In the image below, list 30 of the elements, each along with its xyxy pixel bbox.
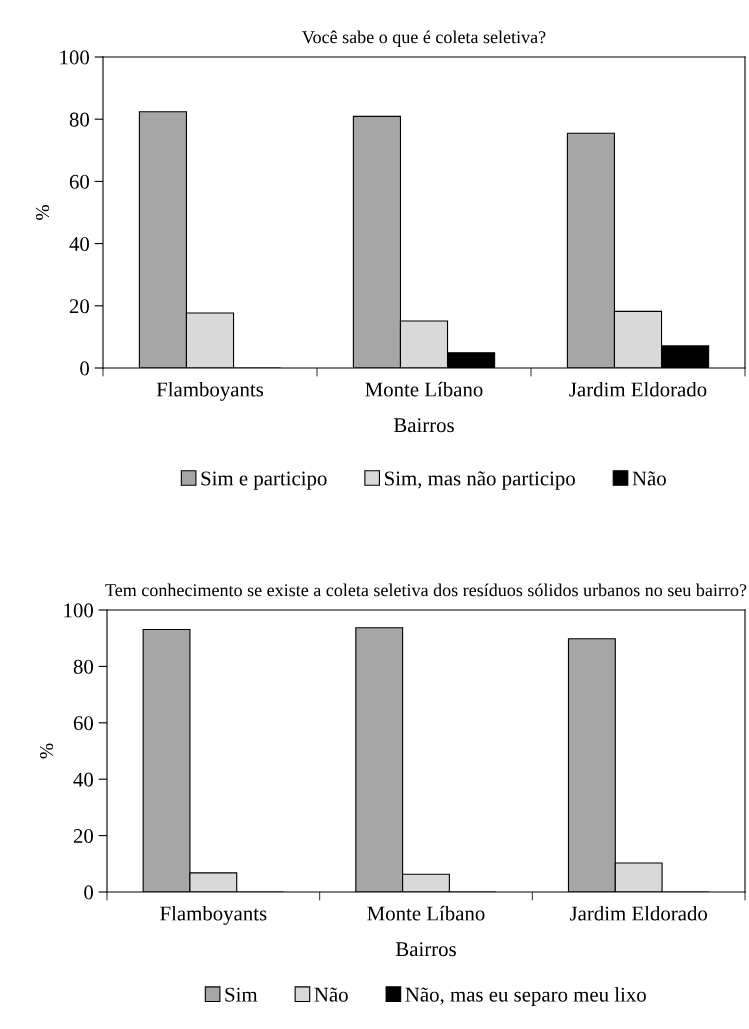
y-tick-label: 80 xyxy=(69,112,90,127)
chart-title: Você sabe o que é coleta seletiva? xyxy=(302,30,546,47)
x-tick-label: Flamboyants xyxy=(156,381,264,401)
y-axis-title: % xyxy=(35,205,50,220)
x-tick-label: Flamboyants xyxy=(160,905,267,925)
legend-label: Não xyxy=(632,471,666,486)
legend-label: Não xyxy=(314,987,348,1002)
y-tick-label: 80 xyxy=(73,659,94,674)
chart-title: Tem conhecimento se existe a coleta seletiva dos resíduos sólidos urbanos no seu bairro? xyxy=(105,583,747,597)
legend-label: Sim, mas não participo xyxy=(385,471,575,490)
y-tick-label: 60 xyxy=(69,174,90,189)
legend-label: Sim e participo xyxy=(201,471,327,490)
y-tick-label: 60 xyxy=(73,716,94,731)
x-tick-label: Jardim Eldorado xyxy=(569,381,707,397)
y-tick-label: 20 xyxy=(73,828,94,844)
x-tick-label: Monte Líbano xyxy=(367,905,485,921)
y-tick-label: 20 xyxy=(69,299,90,314)
y-tick-label: 100 xyxy=(64,603,94,618)
x-tick-label: Monte Líbano xyxy=(365,381,483,397)
x-axis-title: Bairros xyxy=(395,942,456,957)
y-tick-label: 0 xyxy=(84,885,94,900)
y-tick-label: 40 xyxy=(69,236,90,252)
y-tick-label: 0 xyxy=(80,361,90,376)
x-axis-title: Bairros xyxy=(393,418,454,433)
y-tick-label: 100 xyxy=(60,50,90,65)
y-axis-title: % xyxy=(39,743,54,759)
x-tick-label: Jardim Eldorado xyxy=(569,905,708,921)
legend-label: Sim xyxy=(225,987,258,1002)
legend-label: Não, mas eu separo meu lixo xyxy=(405,987,646,1006)
y-tick-label: 40 xyxy=(73,772,94,787)
